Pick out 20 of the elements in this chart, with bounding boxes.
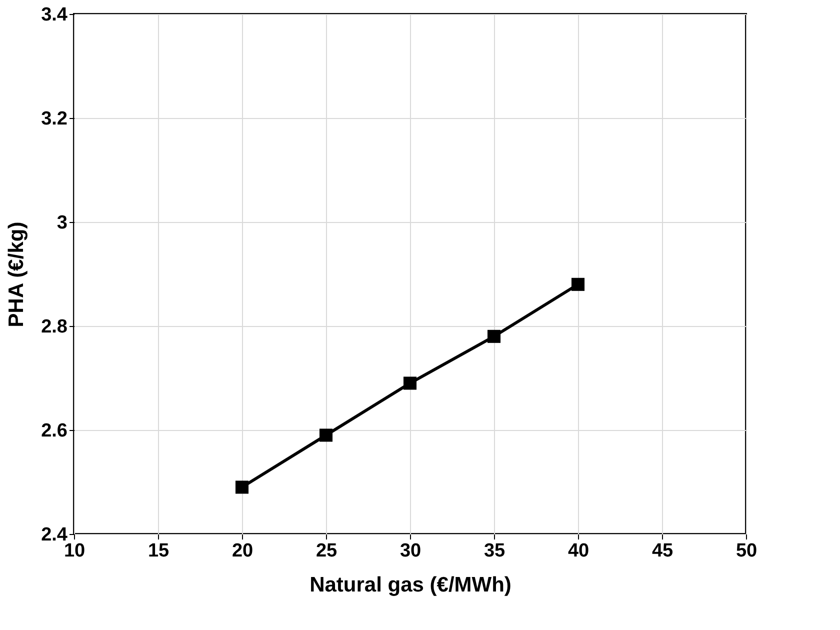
x-tick-label: 20 [232, 540, 254, 562]
x-tick-label: 25 [316, 540, 338, 562]
point [403, 376, 417, 390]
x-tick-label: 45 [652, 540, 674, 562]
y-tick-label: 2.6 [41, 420, 68, 442]
point [571, 278, 585, 291]
point [319, 428, 333, 442]
x-tick-label: 15 [148, 540, 170, 562]
x-tick-label: 40 [568, 540, 590, 562]
y-tick-label: 3.2 [41, 108, 68, 130]
y-tick-label: 3.4 [41, 4, 68, 26]
x-tick-label: 50 [736, 540, 758, 562]
x-tick-label: 35 [484, 540, 506, 562]
point [235, 480, 249, 494]
y-axis-title: PHA (€/kg) [5, 222, 28, 328]
x-axis-title: Natural gas (€/MWh) [310, 574, 512, 596]
point [487, 330, 501, 343]
y-tick-label: 2.8 [41, 316, 68, 338]
x-tick-label: 30 [400, 540, 422, 562]
y-tick-label: 3 [56, 212, 68, 234]
